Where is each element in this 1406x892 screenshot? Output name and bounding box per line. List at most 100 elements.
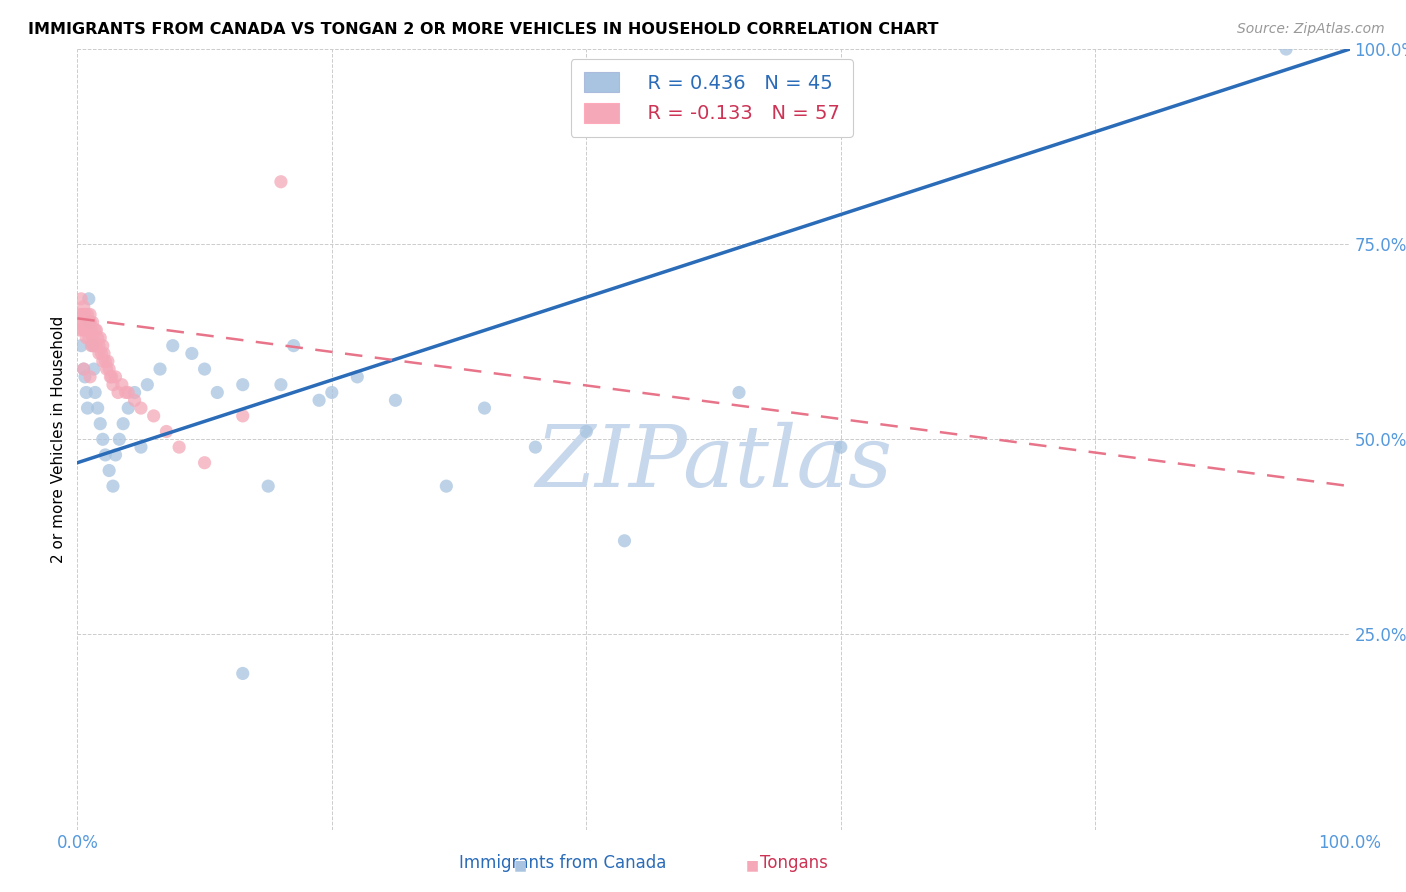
Point [162,338,184,352]
Point [80,338,103,352]
Point [82,315,104,329]
Point [75,331,97,345]
Point [67,323,90,337]
Point [76,307,98,321]
Point [728,385,751,400]
Point [79,369,101,384]
Point [232,666,254,681]
Point [75,385,97,400]
Point [82,331,104,345]
Point [194,456,217,470]
Text: ■: ■ [745,858,759,872]
Point [257,479,280,493]
Point [129,440,152,454]
Point [384,393,406,408]
Point [180,346,202,360]
Point [69,307,91,321]
Point [70,338,93,352]
Point [94,354,117,368]
Point [434,479,457,493]
Point [73,315,96,329]
Point [112,417,135,431]
Point [101,377,124,392]
Point [283,338,305,352]
Point [97,354,120,368]
Point [79,307,101,321]
Point [98,362,121,376]
Point [87,346,110,360]
Point [117,385,139,400]
Point [70,315,93,329]
Text: ZIPatlas: ZIPatlas [534,421,893,504]
Point [86,323,108,337]
Point [194,362,217,376]
Point [117,401,139,416]
Point [72,323,94,337]
Point [474,401,496,416]
Point [270,377,292,392]
Point [77,315,100,329]
Point [524,440,547,454]
Point [270,175,292,189]
Point [91,433,114,447]
Point [149,362,172,376]
Point [830,440,852,454]
Legend:   R = 0.436   N = 45,   R = -0.133   N = 57: R = 0.436 N = 45, R = -0.133 N = 57 [571,59,853,136]
Point [83,338,105,352]
Point [89,417,111,431]
Point [207,385,229,400]
Point [232,377,254,392]
Point [86,338,108,352]
Point [1275,42,1298,56]
Point [86,401,108,416]
Point [91,338,114,352]
Point [129,401,152,416]
Point [70,292,93,306]
Text: ■: ■ [513,858,527,872]
Point [73,362,96,376]
Point [90,346,112,360]
Point [73,362,96,376]
Point [100,369,122,384]
Point [84,338,107,352]
Point [94,448,117,462]
Point [73,307,96,321]
Point [79,315,101,329]
Text: IMMIGRANTS FROM CANADA VS TONGAN 2 OR MORE VEHICLES IN HOUSEHOLD CORRELATION CHA: IMMIGRANTS FROM CANADA VS TONGAN 2 OR MO… [28,22,939,37]
Point [321,385,343,400]
Point [86,331,108,345]
Point [77,292,100,306]
Point [76,401,98,416]
Point [107,385,129,400]
Text: Tongans: Tongans [761,855,828,872]
Point [98,464,121,478]
Point [114,385,136,400]
Point [72,307,94,321]
Point [73,369,96,384]
Point [124,393,146,408]
Point [155,425,177,439]
Point [84,323,107,337]
Point [101,479,124,493]
Point [104,369,127,384]
Text: Immigrants from Canada: Immigrants from Canada [458,855,666,872]
Point [91,354,114,368]
Point [111,377,134,392]
Point [80,323,103,337]
Point [167,440,190,454]
Y-axis label: 2 or more Vehicles in Household: 2 or more Vehicles in Household [51,316,66,563]
Point [89,331,111,345]
Point [75,315,97,329]
Point [76,323,98,337]
Point [124,385,146,400]
Point [108,433,131,447]
Point [613,533,636,548]
Point [83,362,105,376]
Text: Source: ZipAtlas.com: Source: ZipAtlas.com [1237,22,1385,37]
Point [136,377,159,392]
Point [232,409,254,423]
Point [82,338,104,352]
Point [308,393,330,408]
Point [575,425,598,439]
Point [346,369,368,384]
